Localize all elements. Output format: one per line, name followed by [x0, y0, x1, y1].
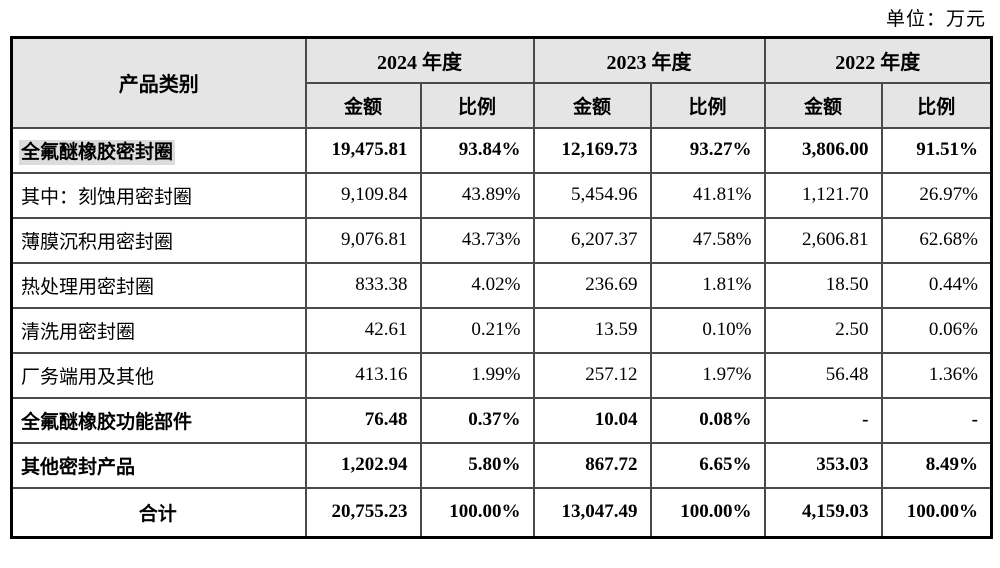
ratio-cell-2023: 1.81%	[649, 261, 766, 309]
ratio-cell-2022: 0.44%	[880, 261, 993, 309]
amount-cell-2023: 257.12	[532, 351, 652, 399]
amount-cell-2023: 12,169.73	[532, 126, 652, 174]
ratio-cell-2022: 1.36%	[880, 351, 993, 399]
table-row: 其他密封产品 1,202.94 5.80% 867.72 6.65% 353.0…	[10, 441, 993, 489]
unit-label: 单位：万元	[885, 9, 986, 30]
amount-cell-2022: 1,121.70	[763, 171, 883, 219]
amount-cell-2024: 9,109.84	[304, 171, 422, 219]
amount-cell-2022: 18.50	[763, 261, 883, 309]
amount-cell-2023: 6,207.37	[532, 216, 652, 264]
table-row: 薄膜沉积用密封圈 9,076.81 43.73% 6,207.37 47.58%…	[10, 216, 993, 264]
table-row: 厂务端用及其他 413.16 1.99% 257.12 1.97% 56.48 …	[10, 351, 993, 399]
category-cell: 清洗用密封圈	[10, 306, 307, 354]
ratio-cell-2023: 0.08%	[649, 396, 766, 444]
ratio-cell-2022: 0.06%	[880, 306, 993, 354]
amount-header-2023: 金额	[532, 81, 652, 129]
amount-cell-2023: 5,454.96	[532, 171, 652, 219]
ratio-header-2023: 比例	[649, 81, 766, 129]
category-cell: 热处理用密封圈	[10, 261, 307, 309]
ratio-cell-2022: -	[880, 396, 993, 444]
category-cell: 其中：刻蚀用密封圈	[10, 171, 307, 219]
product-revenue-table: 产品类别 2024 年度 2023 年度 2022 年度 金额 比例 金额 比例…	[10, 36, 993, 539]
ratio-header-2024: 比例	[419, 81, 535, 129]
ratio-cell-2023: 1.97%	[649, 351, 766, 399]
amount-cell-2024: 42.61	[304, 306, 422, 354]
table-row: 其中：刻蚀用密封圈 9,109.84 43.89% 5,454.96 41.81…	[10, 171, 993, 219]
amount-cell-2022: 56.48	[763, 351, 883, 399]
ratio-cell-2022: 8.49%	[880, 441, 993, 489]
amount-cell-2024: 413.16	[304, 351, 422, 399]
table-row: 全氟醚橡胶密封圈 19,475.81 93.84% 12,169.73 93.2…	[10, 126, 993, 174]
year-header-row: 产品类别 2024 年度 2023 年度 2022 年度	[10, 36, 993, 129]
ratio-cell-2022: 26.97%	[880, 171, 993, 219]
ratio-cell-2024: 43.73%	[419, 216, 535, 264]
amount-cell-2024: 833.38	[304, 261, 422, 309]
product-category-header: 产品类别	[10, 36, 307, 129]
table-row: 清洗用密封圈 42.61 0.21% 13.59 0.10% 2.50 0.06…	[10, 306, 993, 354]
amount-cell-2024: 19,475.81	[304, 126, 422, 174]
amount-cell-2023: 867.72	[532, 441, 652, 489]
ratio-cell-2023: 41.81%	[649, 171, 766, 219]
amount-cell-2023: 236.69	[532, 261, 652, 309]
highlighted-category-text: 全氟醚橡胶密封圈	[21, 141, 174, 163]
ratio-cell-2024: 100.00%	[419, 486, 535, 539]
amount-cell-2024: 20,755.23	[304, 486, 422, 539]
amount-cell-2024: 9,076.81	[304, 216, 422, 264]
table-row: 热处理用密封圈 833.38 4.02% 236.69 1.81% 18.50 …	[10, 261, 993, 309]
ratio-cell-2022: 100.00%	[880, 486, 993, 539]
ratio-cell-2024: 93.84%	[419, 126, 535, 174]
ratio-cell-2023: 93.27%	[649, 126, 766, 174]
category-cell: 合计	[10, 486, 307, 539]
ratio-cell-2024: 0.21%	[419, 306, 535, 354]
table-row: 全氟醚橡胶功能部件 76.48 0.37% 10.04 0.08% - -	[10, 396, 993, 444]
ratio-cell-2024: 0.37%	[419, 396, 535, 444]
amount-cell-2023: 10.04	[532, 396, 652, 444]
table-header: 产品类别 2024 年度 2023 年度 2022 年度 金额 比例 金额 比例…	[10, 36, 993, 129]
ratio-cell-2022: 62.68%	[880, 216, 993, 264]
category-cell: 其他密封产品	[10, 441, 307, 489]
ratio-cell-2023: 100.00%	[649, 486, 766, 539]
ratio-cell-2023: 6.65%	[649, 441, 766, 489]
year-header-2023: 2023 年度	[532, 36, 766, 84]
amount-cell-2022: 353.03	[763, 441, 883, 489]
sub-header-row: 金额 比例 金额 比例 金额 比例	[12, 81, 993, 129]
amount-cell-2023: 13.59	[532, 306, 652, 354]
ratio-cell-2023: 47.58%	[649, 216, 766, 264]
ratio-cell-2022: 91.51%	[880, 126, 993, 174]
table-row: 合计 20,755.23 100.00% 13,047.49 100.00% 4…	[10, 486, 993, 539]
year-header-2022: 2022 年度	[763, 36, 993, 84]
ratio-cell-2024: 1.99%	[419, 351, 535, 399]
amount-cell-2022: 3,806.00	[763, 126, 883, 174]
amount-cell-2022: 2.50	[763, 306, 883, 354]
category-cell: 厂务端用及其他	[10, 351, 307, 399]
category-cell: 全氟醚橡胶功能部件	[10, 396, 307, 444]
table-body: 全氟醚橡胶密封圈 19,475.81 93.84% 12,169.73 93.2…	[10, 126, 993, 539]
ratio-header-2022: 比例	[880, 81, 993, 129]
amount-cell-2022: -	[763, 396, 883, 444]
amount-header-2022: 金额	[763, 81, 883, 129]
amount-cell-2024: 76.48	[304, 396, 422, 444]
amount-cell-2022: 4,159.03	[763, 486, 883, 539]
amount-header-2024: 金额	[304, 81, 422, 129]
amount-cell-2023: 13,047.49	[532, 486, 652, 539]
year-header-2024: 2024 年度	[304, 36, 535, 84]
ratio-cell-2024: 43.89%	[419, 171, 535, 219]
amount-cell-2022: 2,606.81	[763, 216, 883, 264]
ratio-cell-2024: 5.80%	[419, 441, 535, 489]
category-cell: 全氟醚橡胶密封圈	[10, 126, 307, 174]
ratio-cell-2024: 4.02%	[419, 261, 535, 309]
amount-cell-2024: 1,202.94	[304, 441, 422, 489]
ratio-cell-2023: 0.10%	[649, 306, 766, 354]
category-cell: 薄膜沉积用密封圈	[10, 216, 307, 264]
